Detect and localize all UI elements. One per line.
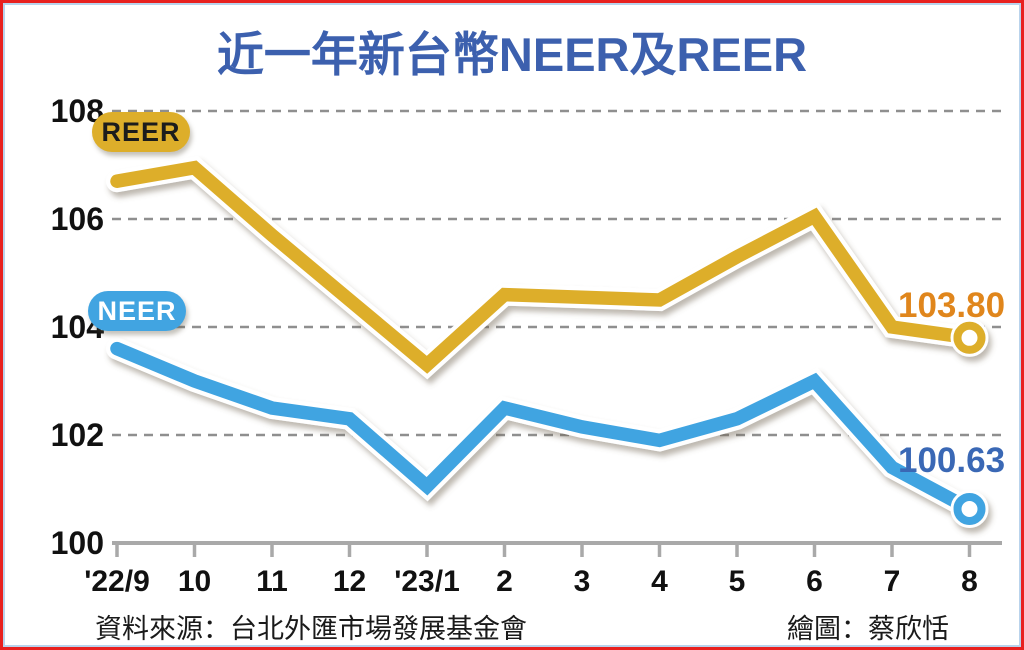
x-tick-label: '23/1 xyxy=(394,565,460,598)
end-marker-neer xyxy=(953,492,986,525)
legend-neer-label: NEER xyxy=(97,295,177,326)
line-reer xyxy=(110,160,977,374)
end-marker-outline xyxy=(950,318,989,357)
chart-title: 近一年新台幣NEER及REER xyxy=(216,28,808,81)
line-casing xyxy=(106,337,981,520)
x-tick-label: 4 xyxy=(651,565,668,598)
legend-reer-label: REER xyxy=(101,116,181,147)
y-tick-label: 106 xyxy=(51,201,104,237)
end-marker-outline xyxy=(950,489,989,528)
y-tick-label: 102 xyxy=(51,417,104,453)
series-neer xyxy=(106,337,989,528)
legend-pill-neer: NEER xyxy=(88,291,186,331)
x-tick-label: 7 xyxy=(884,565,901,598)
x-tick-label: 3 xyxy=(574,565,591,598)
end-marker-reer xyxy=(953,321,986,354)
x-tick-label: 2 xyxy=(496,565,513,598)
data-source-note: 資料來源：台北外匯市場發展基金會 xyxy=(95,614,527,644)
series-reer xyxy=(106,155,989,380)
x-tick-label: 11 xyxy=(256,565,288,598)
legend-pill-reer: REER xyxy=(92,112,190,152)
neer-end-value: 100.63 xyxy=(898,441,1006,480)
line-neer xyxy=(110,341,977,516)
x-tick-label: 5 xyxy=(729,565,746,598)
y-tick-label: 100 xyxy=(51,525,104,561)
x-tick-label: '22/9 xyxy=(84,565,150,598)
reer-end-value: 103.80 xyxy=(898,286,1006,325)
x-tick-label: 12 xyxy=(333,565,366,598)
x-tick-label: 6 xyxy=(806,565,823,598)
x-tick-label: 8 xyxy=(961,565,978,598)
illustrator-credit: 繪圖：蔡欣恬 xyxy=(787,614,949,644)
x-tick-label: 10 xyxy=(178,565,211,598)
